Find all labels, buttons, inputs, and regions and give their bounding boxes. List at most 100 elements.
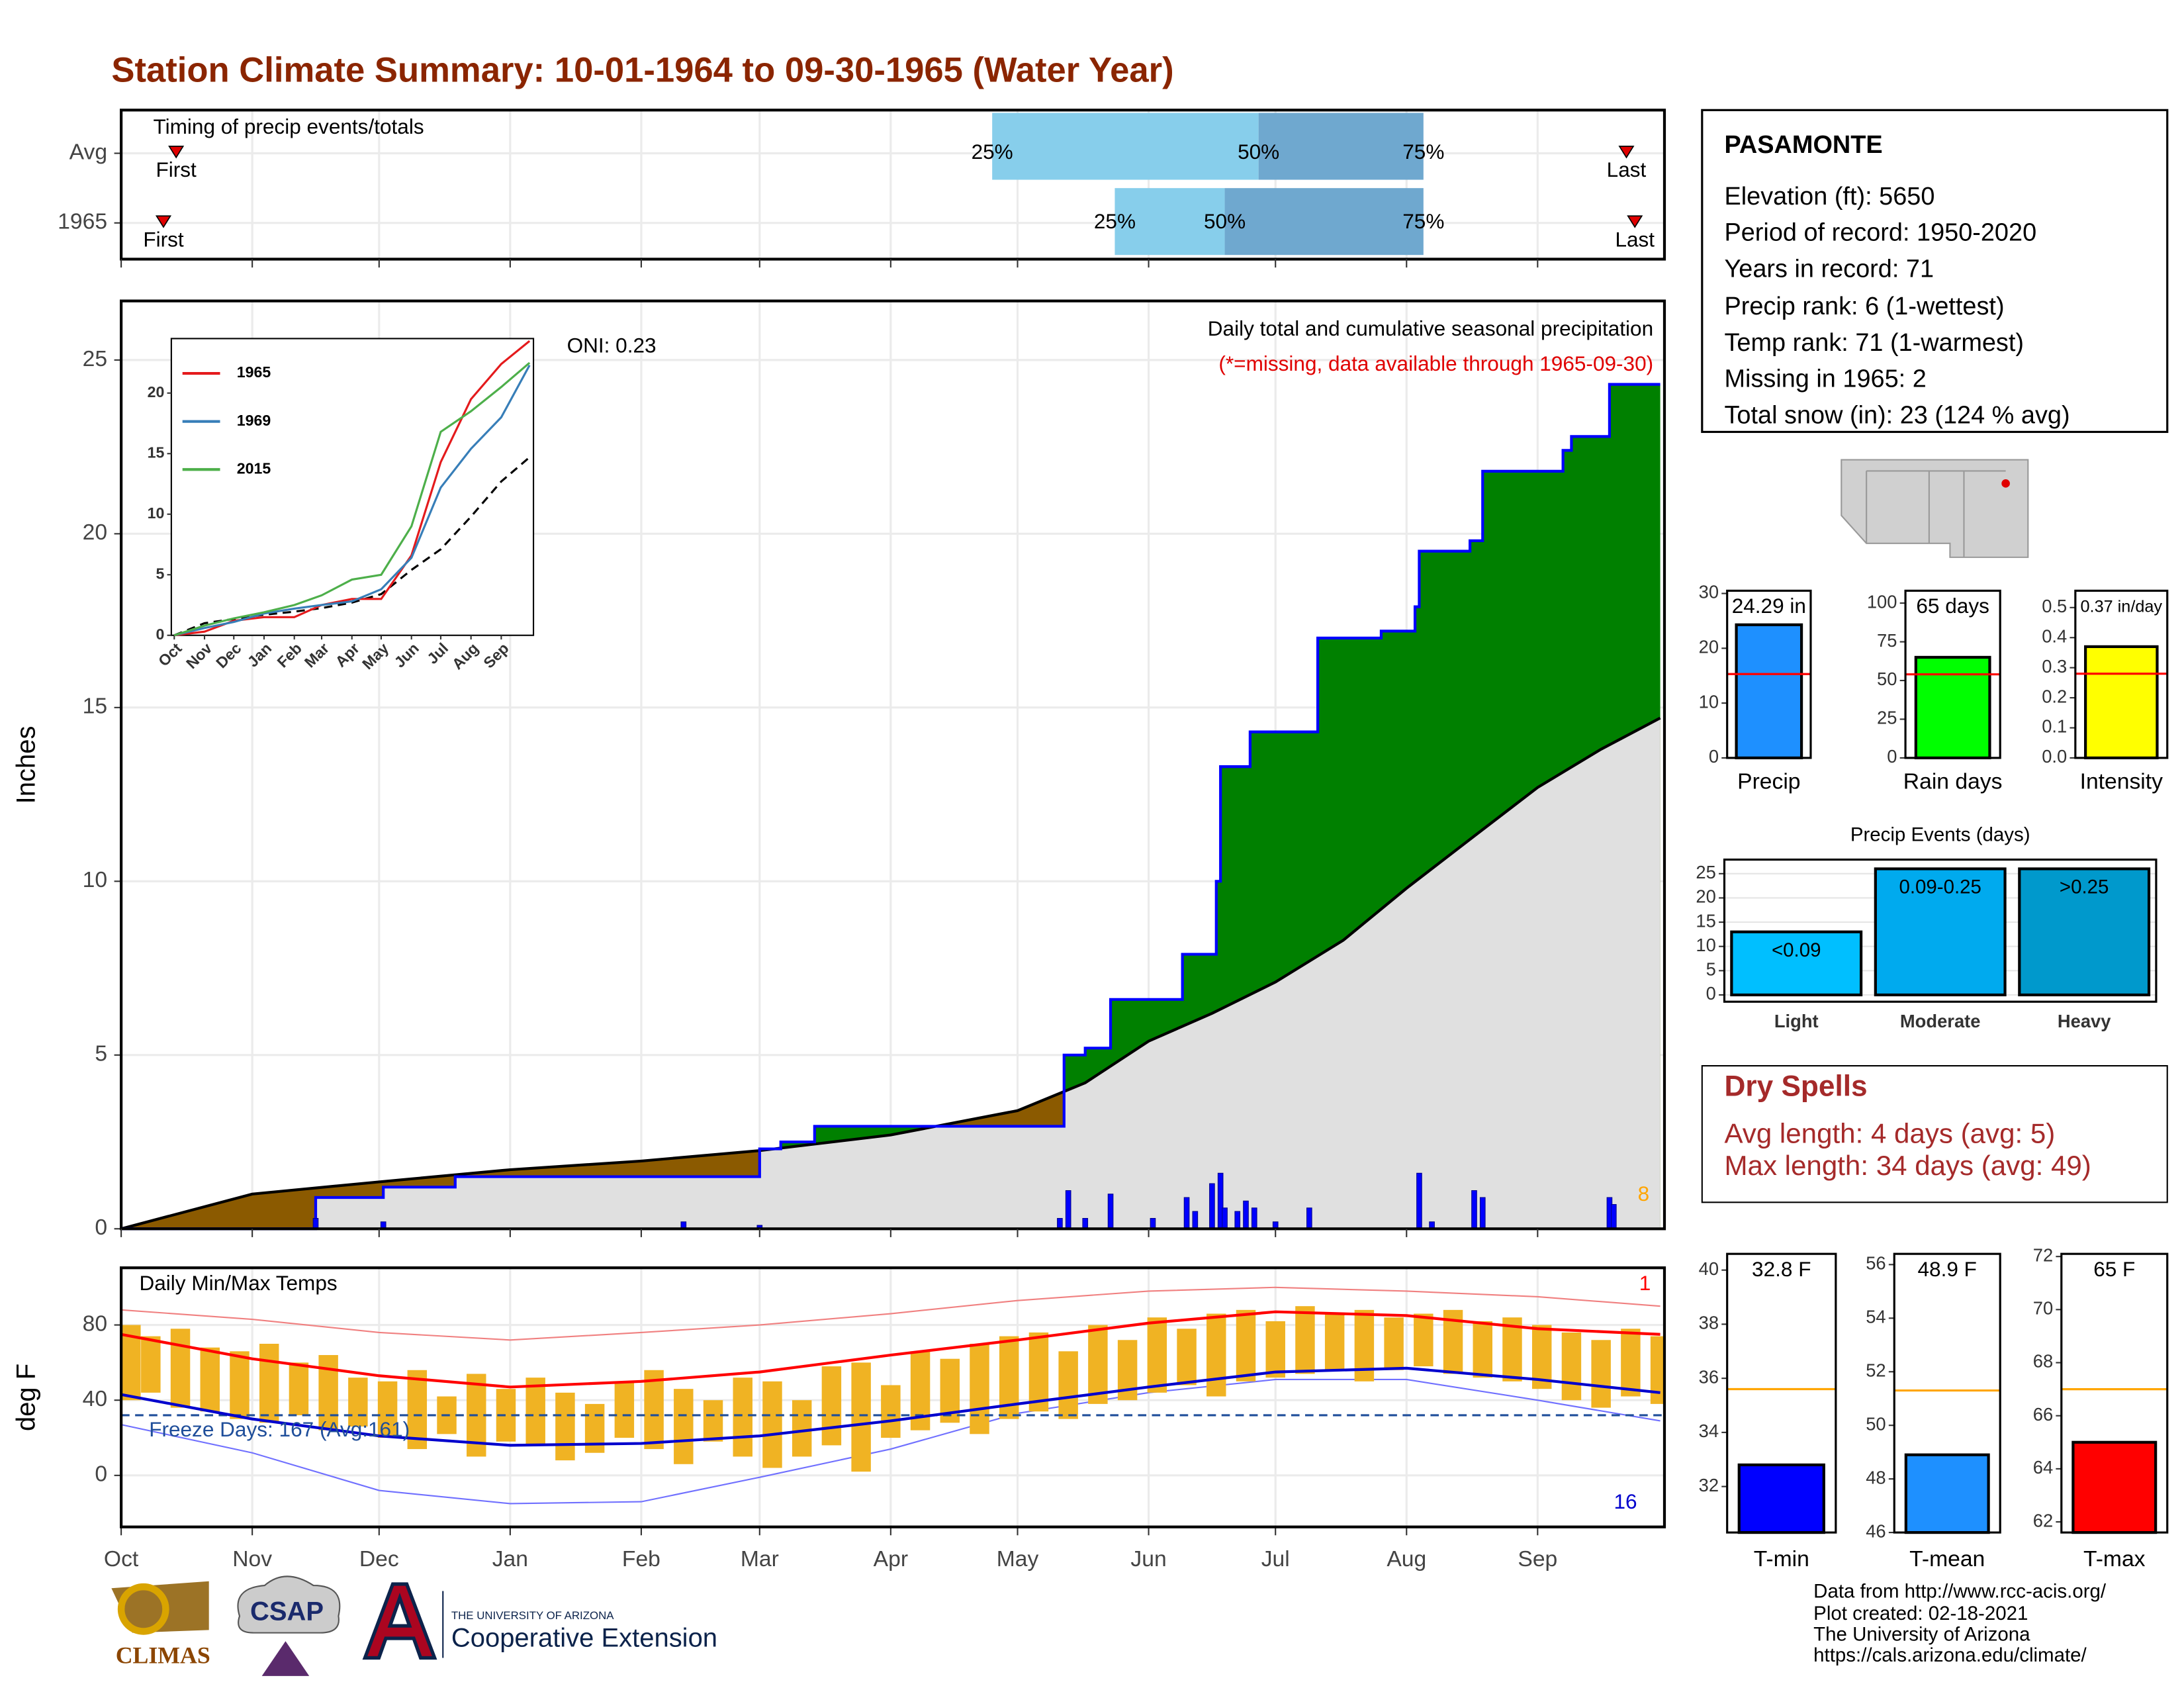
temp-range-bar	[1650, 1336, 1664, 1404]
category-label: Moderate	[1900, 1011, 1981, 1031]
y-tick-label: 0	[1887, 746, 1897, 767]
category-label: Heavy	[2058, 1011, 2111, 1031]
record-min-line	[120, 1378, 1661, 1505]
plot-border	[119, 1266, 1666, 1528]
y-tick-label: 70	[2033, 1298, 2053, 1319]
row-label: Avg	[69, 140, 107, 164]
x-tick-label: Jan	[492, 1547, 528, 1571]
station-line: Years in record: 71	[1724, 255, 1934, 283]
daily-precip-bar	[1222, 1207, 1228, 1229]
daily-precip-bar	[1150, 1218, 1156, 1229]
temp-range-bar	[407, 1370, 428, 1450]
y-tick-label: 0.0	[2042, 746, 2067, 767]
csap-cloud	[237, 1575, 341, 1634]
y-tick-label: 40	[83, 1387, 107, 1411]
quantile-label: 50%	[1204, 209, 1246, 233]
bar-panel-border	[1726, 1252, 1837, 1534]
x-tick-label: Apr	[874, 1547, 908, 1571]
record-max-line	[121, 1286, 1661, 1341]
daily-precip-bar	[1082, 1218, 1089, 1229]
credit-line: https://cals.arizona.edu/climate/	[1813, 1644, 2087, 1666]
y-tick-label: 0	[1706, 983, 1716, 1004]
x-tick-label: Sep	[1518, 1547, 1557, 1571]
temp-range-bar	[1384, 1317, 1404, 1370]
dry-spells-line: Avg length: 4 days (avg: 5)	[1724, 1117, 2055, 1149]
quantile-label: 25%	[1094, 209, 1136, 233]
category-label: Light	[1774, 1011, 1819, 1031]
y-tick-label: 25	[83, 347, 107, 371]
temp-range-bar	[821, 1366, 842, 1446]
y-tick-label: 56	[1866, 1253, 1886, 1274]
x-tick-label: Nov	[232, 1547, 272, 1571]
temp-range-bar	[348, 1378, 368, 1427]
temp-range-bar	[881, 1385, 901, 1438]
station-box: PASAMONTE Elevation (ft): 5650 Period of…	[1701, 109, 2169, 434]
x-tick-label: Feb	[622, 1547, 660, 1571]
temp-range-bar	[259, 1343, 279, 1423]
temp-range-bar	[555, 1392, 575, 1461]
y-tick-label: 32	[1699, 1475, 1719, 1495]
panel-title: Daily Min/Max Temps	[139, 1271, 337, 1295]
y-tick-label: 10	[1696, 935, 1715, 955]
daily-precip-bar	[1234, 1211, 1241, 1229]
temp-range-bar	[141, 1336, 161, 1393]
x-tick-label: Jun	[1130, 1547, 1166, 1571]
daily-precip-bar	[1306, 1207, 1312, 1229]
freeze-days-label: Freeze Days: 167 (Avg:161)	[149, 1417, 410, 1441]
temp-range-bar	[1028, 1332, 1049, 1412]
y-axis-label: deg F	[12, 1364, 41, 1431]
y-tick-label: 5	[95, 1042, 107, 1066]
timing-marker	[1618, 146, 1635, 159]
daily-precip-bar	[1183, 1197, 1190, 1229]
y-tick-label: 48	[1866, 1467, 1886, 1487]
y-tick-label: 46	[1866, 1521, 1886, 1541]
bar	[1914, 655, 1991, 760]
station-frame	[1701, 109, 2169, 434]
bar-panel-border	[1723, 858, 2158, 1003]
bar	[2084, 645, 2159, 760]
timing-title: Timing of precip events/totals	[154, 115, 424, 138]
temp-range-bar	[1177, 1329, 1197, 1385]
timing-marker	[155, 215, 172, 228]
page-title: Station Climate Summary: 10-01-1964 to 0…	[111, 50, 1173, 89]
y-tick-label: 100	[1867, 591, 1897, 612]
legend-label: 1969	[237, 412, 271, 429]
x-tick-label: Dec	[359, 1547, 399, 1571]
daily-precip-bar	[1209, 1183, 1215, 1229]
y-tick-label: 0.3	[2042, 656, 2067, 677]
y-tick-label: 25	[1696, 862, 1715, 882]
timing-marker-label: Last	[1607, 158, 1647, 181]
footer: CLIMAS CSAP THE UNIVERSITY OF ARIZONA Co…	[111, 1575, 2107, 1676]
base-area	[121, 718, 1661, 1229]
temp-range-bar	[1206, 1313, 1226, 1397]
min-record-count: 16	[1614, 1489, 1637, 1513]
y-tick-label: 80	[83, 1311, 107, 1336]
daily-precip-bar	[1471, 1190, 1477, 1229]
y-tick-label: 38	[1699, 1313, 1719, 1333]
y-tick-label: 68	[2033, 1351, 2053, 1372]
category-label: T-max	[2083, 1547, 2146, 1571]
temp-range-bar	[970, 1343, 989, 1434]
temp-range-bar	[644, 1370, 664, 1450]
bar-panel-border	[2074, 589, 2169, 759]
y-tick-label: 50	[1877, 669, 1897, 689]
station-line: Total snow (in): 23 (124 % avg)	[1724, 401, 2070, 429]
legend-label: 1965	[237, 363, 271, 381]
bar	[1735, 623, 1803, 760]
y-tick-label: 64	[2033, 1457, 2053, 1477]
timing-marker-label: Last	[1615, 227, 1655, 251]
quartile-bar-high	[1224, 188, 1424, 256]
bar	[2018, 867, 2151, 997]
temp-range-bar	[1295, 1306, 1315, 1374]
bar	[1730, 930, 1863, 997]
credit-line: Data from http://www.rcc-acis.org/	[1813, 1580, 2107, 1602]
plot-border	[119, 299, 1666, 1231]
timing-marker-label: First	[156, 158, 197, 181]
bar-value-label: 24.29 in	[1732, 594, 1806, 618]
temp-range-bar	[1621, 1329, 1641, 1397]
temp-range-bar	[762, 1381, 782, 1468]
y-tick-label: 62	[2033, 1510, 2053, 1530]
x-tick-label: Mar	[741, 1547, 779, 1571]
quartile-bar-low	[1115, 188, 1225, 256]
bar	[2071, 1440, 2158, 1534]
